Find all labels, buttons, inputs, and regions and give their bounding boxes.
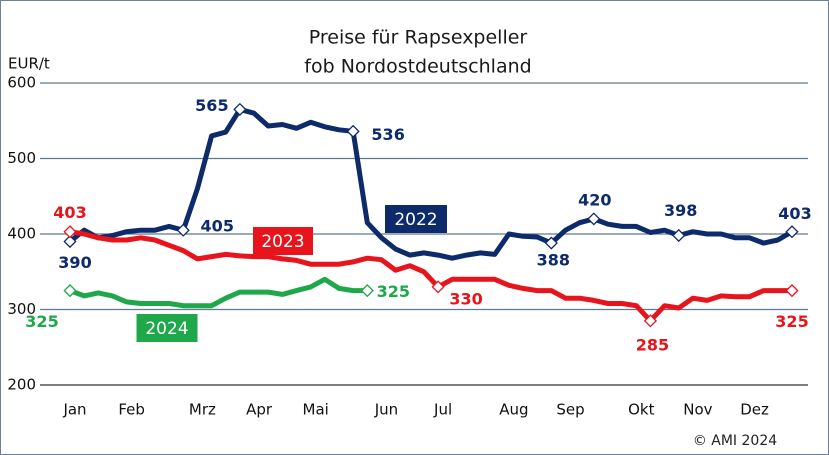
point-marker: [431, 280, 445, 294]
x-tick-label: Mrz: [189, 401, 216, 419]
y-tick-label: 500: [7, 149, 36, 167]
legend-label: 2023: [261, 232, 304, 252]
point-marker: [346, 124, 360, 138]
y-tick-label: 600: [7, 74, 36, 92]
data-label: 403: [778, 204, 811, 223]
x-tick-label: Jan: [62, 401, 86, 419]
x-tick-label: Dez: [740, 401, 769, 419]
y-axis-label: EUR/t: [8, 55, 50, 73]
data-label: 405: [201, 217, 234, 236]
point-marker: [63, 284, 77, 298]
point-marker: [785, 284, 799, 298]
point-marker: [643, 314, 658, 328]
y-tick-label: 200: [7, 376, 36, 394]
chart-title: Preise für Rapsexpeller: [309, 27, 528, 49]
x-tick-label: Feb: [118, 401, 145, 419]
series-line: [67, 276, 370, 309]
y-tick-label: 400: [7, 225, 36, 243]
data-label: 325: [775, 312, 808, 331]
x-tick-label: Aug: [499, 401, 528, 419]
x-tick-label: Okt: [628, 401, 654, 419]
data-label: 390: [58, 253, 91, 272]
point-marker: [544, 236, 558, 250]
legend-label: 2024: [145, 319, 188, 339]
legend-label: 2022: [394, 210, 437, 230]
x-tick-label: Jun: [374, 401, 398, 419]
x-tick-label: Apr: [246, 401, 273, 419]
data-label: 325: [377, 282, 410, 301]
data-label: 403: [53, 203, 86, 222]
point-marker: [785, 225, 799, 239]
x-tick-label: Nov: [683, 401, 712, 419]
point-marker: [360, 284, 374, 298]
series-name-box: [136, 314, 198, 342]
data-label: 536: [371, 125, 404, 144]
data-label: 325: [25, 312, 58, 331]
series-name-box: [385, 205, 447, 233]
data-label: 330: [449, 289, 482, 308]
x-tick-label: Mai: [303, 401, 329, 419]
point-marker: [63, 225, 77, 239]
series-line: [67, 229, 795, 324]
data-label: 398: [664, 201, 697, 220]
chart-subtitle: fob Nordostdeutschland: [304, 56, 531, 78]
data-label: 420: [578, 190, 611, 209]
point-marker: [63, 234, 77, 249]
data-label: 388: [537, 251, 570, 270]
data-label: 285: [636, 335, 669, 354]
x-tick-label: Sep: [556, 401, 584, 419]
point-marker: [672, 228, 686, 243]
data-label: 565: [195, 96, 228, 115]
point-marker: [233, 102, 247, 117]
point-marker: [587, 212, 601, 226]
series-name-box: [253, 227, 313, 255]
series-line: [67, 106, 795, 261]
y-tick-label: 300: [7, 300, 36, 318]
x-tick-label: Jul: [433, 401, 452, 419]
point-marker: [176, 223, 190, 237]
source: © AMI 2024: [693, 433, 777, 449]
